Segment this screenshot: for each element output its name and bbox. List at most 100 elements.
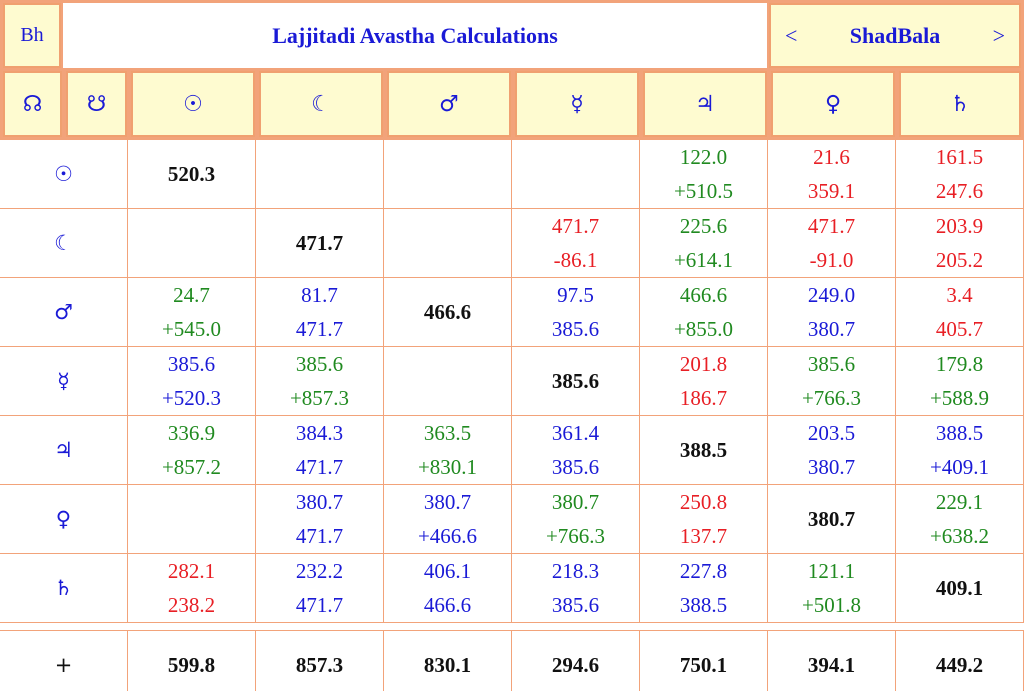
table-cell: 385.6 +766.3 <box>768 347 896 416</box>
col-header-rahu-icon[interactable]: ☊ <box>3 71 62 137</box>
cell-value-bottom: 471.7 <box>295 593 344 617</box>
table-cell: 122.0 +510.5 <box>640 140 768 209</box>
cell-value-top: 471.7 <box>807 214 856 238</box>
cell-value-top: 249.0 <box>807 283 856 307</box>
col-header-venus-icon[interactable]: ♀ <box>771 71 895 137</box>
table-cell: 161.5 247.6 <box>896 140 1024 209</box>
bh-button[interactable]: Bh <box>3 3 61 68</box>
cell-value-bottom: +614.1 <box>673 248 734 272</box>
table-cell: 336.9 +857.2 <box>128 416 256 485</box>
cell-value-bottom: 385.6 <box>551 593 600 617</box>
table-cell <box>128 485 256 554</box>
cell-value-top: 24.7 <box>173 283 210 307</box>
cell-value-bottom: 388.5 <box>679 593 728 617</box>
cell-value-bottom: 238.2 <box>167 593 216 617</box>
table-cell <box>256 140 384 209</box>
prev-arrow-button[interactable]: < <box>785 22 798 48</box>
total-value: 294.6 <box>551 652 600 677</box>
total-cell: 599.8 <box>128 631 256 691</box>
table-cell: 229.1 +638.2 <box>896 485 1024 554</box>
cell-value-top: 218.3 <box>551 559 600 583</box>
cell-value-top: 336.9 <box>167 421 216 445</box>
table-cell: 361.4 385.6 <box>512 416 640 485</box>
col-header-mercury-icon[interactable]: ☿ <box>515 71 639 137</box>
total-cell: 294.6 <box>512 631 640 691</box>
table-cell: 471.7 -91.0 <box>768 209 896 278</box>
col-header-sun-icon[interactable]: ☉ <box>131 71 255 137</box>
total-cell: 394.1 <box>768 631 896 691</box>
cell-value-bottom: +520.3 <box>161 386 222 410</box>
cell-value-top: 385.6 <box>167 352 216 376</box>
cell-value-bottom: +409.1 <box>929 455 990 479</box>
plus-icon: + <box>54 652 73 677</box>
mercury-icon: ☿ <box>57 369 70 393</box>
cell-value-bottom: 247.6 <box>935 179 984 203</box>
cell-value-bottom: 385.6 <box>551 317 600 341</box>
table-cell: 81.7 471.7 <box>256 278 384 347</box>
cell-value-bottom: +766.3 <box>801 386 862 410</box>
cell-value-top: 227.8 <box>679 559 728 583</box>
cell-value-top: 201.8 <box>679 352 728 376</box>
cell-value-top: 161.5 <box>935 145 984 169</box>
cell-value-top: 121.1 <box>807 559 856 583</box>
cell-value-top: 21.6 <box>813 145 850 169</box>
table-cell: 282.1 238.2 <box>128 554 256 623</box>
cell-value-bottom: 471.7 <box>295 455 344 479</box>
diagonal-value: 385.6 <box>551 369 600 393</box>
cell-value-top: 361.4 <box>551 421 600 445</box>
cell-value-top: 97.5 <box>557 283 594 307</box>
cell-value-top: 179.8 <box>935 352 984 376</box>
col-header-ketu-icon[interactable]: ☋ <box>66 71 127 137</box>
cell-value-bottom: +501.8 <box>801 593 862 617</box>
cell-value-bottom: +638.2 <box>929 524 990 548</box>
next-arrow-button[interactable]: > <box>992 22 1005 48</box>
table-cell: 385.6 +520.3 <box>128 347 256 416</box>
cell-value-top: 203.9 <box>935 214 984 238</box>
table-cell: 24.7 +545.0 <box>128 278 256 347</box>
table-cell: 179.8 +588.9 <box>896 347 1024 416</box>
avastha-table: ☉ 520.3 122.0 +510.5 21.6 359.1 161.5 247.6 ☾ 471… <box>0 140 1024 691</box>
cell-value-top: 380.7 <box>423 490 472 514</box>
table-cell: 203.9 205.2 <box>896 209 1024 278</box>
table-cell: 201.8 186.7 <box>640 347 768 416</box>
moon-icon: ☾ <box>54 231 73 255</box>
cell-value-bottom: +857.2 <box>161 455 222 479</box>
venus-icon: ♀ <box>824 91 842 117</box>
saturn-icon: ♄ <box>54 576 73 600</box>
table-cell <box>384 140 512 209</box>
bh-label: Bh <box>20 24 44 46</box>
cell-value-bottom: +855.0 <box>673 317 734 341</box>
cell-value-top: 225.6 <box>679 214 728 238</box>
row-label-sun-icon: ☉ <box>0 140 128 209</box>
col-header-mars-icon[interactable]: ♂ <box>387 71 511 137</box>
row-label-mars-icon: ♂ <box>0 278 128 347</box>
cell-value-top: 232.2 <box>295 559 344 583</box>
moon-icon: ☾ <box>311 91 331 117</box>
mercury-icon: ☿ <box>570 91 584 117</box>
row-label-jupiter-icon: ♃ <box>0 416 128 485</box>
cell-value-bottom: +510.5 <box>673 179 734 203</box>
page-title: Lajjitadi Avastha Calculations <box>63 3 767 68</box>
totals-label: + <box>0 631 128 691</box>
table-cell <box>384 209 512 278</box>
table-cell: 471.7 -86.1 <box>512 209 640 278</box>
diagonal-value: 380.7 <box>807 507 856 531</box>
cell-value-top: 388.5 <box>935 421 984 445</box>
total-value: 449.2 <box>935 652 984 677</box>
table-cell: 21.6 359.1 <box>768 140 896 209</box>
table-cell: 227.8 388.5 <box>640 554 768 623</box>
total-value: 830.1 <box>423 652 472 677</box>
cell-value-bottom: 471.7 <box>295 524 344 548</box>
row-label-mercury-icon: ☿ <box>0 347 128 416</box>
col-header-saturn-icon[interactable]: ♄ <box>899 71 1021 137</box>
page-title-text: Lajjitadi Avastha Calculations <box>272 22 558 48</box>
total-value: 857.3 <box>295 652 344 677</box>
table-cell: 97.5 385.6 <box>512 278 640 347</box>
cell-value-bottom: +766.3 <box>545 524 606 548</box>
shadbala-nav-label[interactable]: ShadBala <box>849 22 941 48</box>
table-cell: 363.5 +830.1 <box>384 416 512 485</box>
cell-value-bottom: -86.1 <box>553 248 598 272</box>
col-header-moon-icon[interactable]: ☾ <box>259 71 383 137</box>
row-label-moon-icon: ☾ <box>0 209 128 278</box>
col-header-jupiter-icon[interactable]: ♃ <box>643 71 767 137</box>
